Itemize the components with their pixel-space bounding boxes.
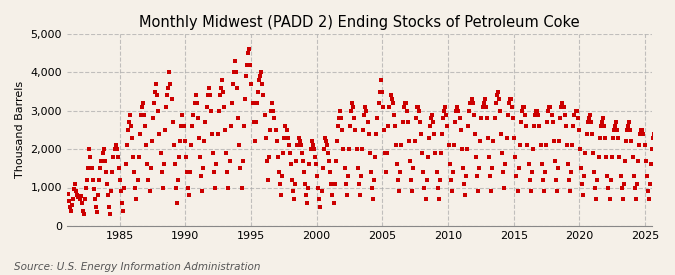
Text: Source: U.S. Energy Information Administration: Source: U.S. Energy Information Administ…	[14, 262, 260, 272]
Title: Monthly Midwest (PADD 2) Ending Stocks of Petroleum Coke: Monthly Midwest (PADD 2) Ending Stocks o…	[139, 15, 580, 30]
Y-axis label: Thousand Barrels: Thousand Barrels	[15, 81, 25, 178]
